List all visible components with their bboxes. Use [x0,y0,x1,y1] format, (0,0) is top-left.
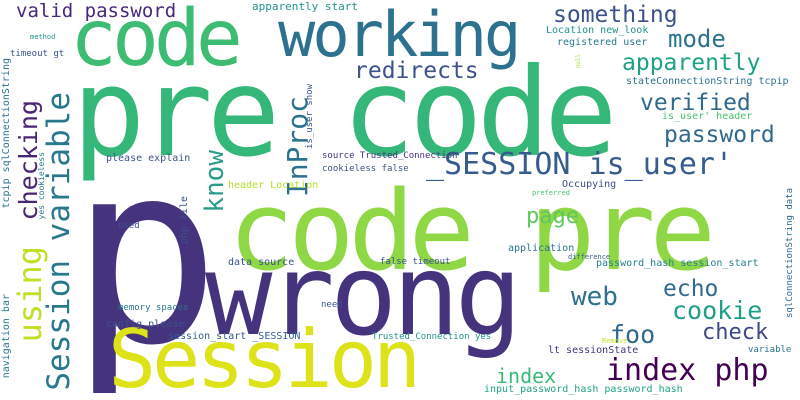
word-mode: mode [668,27,726,51]
word-session-variable: Session variable [44,92,75,391]
word-preferred: preferred [532,190,570,197]
word-navigation-bar: navigation bar [2,294,12,378]
word-trusted-connection-yes: Trusted_Connection yes [372,333,491,342]
word-need: need [321,301,343,310]
word-false-timeout: false timeout [380,258,450,267]
word-page: page [526,206,579,228]
word-timeout-gt: timeout gt [10,50,64,59]
word-used: used [118,222,140,231]
word-know: know [202,150,228,213]
word-is-user-header: is_user' header [662,112,752,122]
word-data-source: data source [228,258,294,268]
word-cookieless-false: cookieless false [322,165,409,174]
word-occupying: Occupying [562,180,616,190]
word-index: index [496,366,556,386]
word-registered-user: registered user [557,38,647,48]
word-yes-cookieless: yes cookieless [38,152,46,219]
word-password: password [664,124,775,147]
word-header-location: header Location [228,181,318,191]
word-valid-password: valid password [16,2,176,21]
word-null: null [576,54,582,68]
word-application: application [508,244,574,254]
word-config-please: config please [106,320,184,330]
word-location-new-look: Location new_look [546,26,648,36]
word-web: web [571,284,618,310]
word-is-user-show: is_user show [306,84,315,149]
word-remove: Remove [602,338,627,345]
word-method: method [30,34,55,41]
word-password-hash-session-start: password_hash session_start [596,259,759,269]
word-index-php: index php [606,356,769,386]
word-memory-spaces: memory spaces [118,304,188,313]
word-apparently-start: apparently start [252,1,358,12]
word-session-is-user: _SESSION is_user' [426,150,733,180]
word-apparently: apparently [622,52,760,75]
word-input-password-hash: input_password_hash password_hash [484,385,683,395]
word-using: using [14,246,46,342]
word-tcpip-sqlconnectionstring: tcpip sqlConnectionString [2,58,12,209]
word-sqlconnectionstring-data: sqlConnectionString data [786,188,795,318]
word-check: check [702,322,768,344]
word-redirects: redirects [354,60,479,83]
word-working: working [278,4,518,66]
word-variable: variable [748,346,791,355]
word-please-explain: please explain [106,154,190,164]
word-php-file: php file [180,196,190,244]
word-lt-sessionstate: lt sessionState [548,346,638,356]
word-something: something [553,4,678,27]
word-stateconnectionstring-tcpip: stateConnectionString tcpip [626,77,789,87]
word-session-start-session: session_start _SESSION [168,332,300,342]
word-source-trusted-connection: source Trusted_Connection [322,152,457,161]
